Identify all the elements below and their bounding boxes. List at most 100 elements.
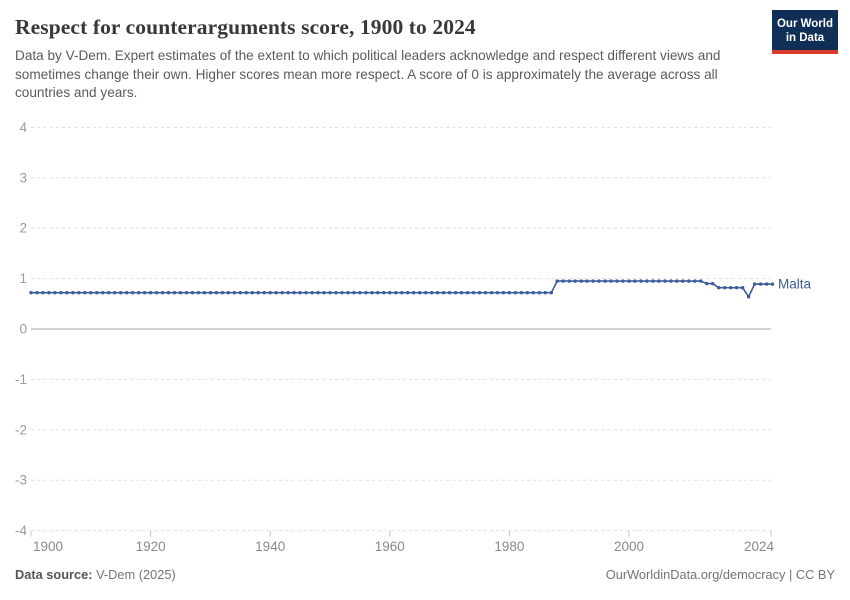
data-point[interactable] [531,291,535,295]
data-point[interactable] [687,279,691,283]
data-point[interactable] [764,282,769,286]
data-point[interactable] [172,291,177,295]
data-point[interactable] [729,286,733,290]
data-point[interactable] [107,291,111,295]
data-point[interactable] [29,291,33,295]
data-point[interactable] [746,295,751,299]
data-point[interactable] [244,291,248,295]
data-point[interactable] [615,279,619,283]
data-point[interactable] [693,279,697,283]
data-point[interactable] [412,291,416,295]
data-point[interactable] [681,279,685,283]
data-point[interactable] [645,279,649,283]
data-point[interactable] [262,291,266,295]
data-point[interactable] [89,291,93,295]
data-point[interactable] [184,291,189,295]
data-point[interactable] [220,291,225,295]
credit-link[interactable]: OurWorldinData.org/democracy | CC BY [605,567,835,582]
data-point[interactable] [501,291,506,295]
data-point[interactable] [136,291,141,295]
data-point[interactable] [633,279,637,283]
data-point[interactable] [292,291,296,295]
data-point[interactable] [250,291,254,295]
data-point[interactable] [226,291,230,295]
data-point[interactable] [101,291,105,295]
data-point[interactable] [663,279,667,283]
data-point[interactable] [471,291,476,295]
data-point[interactable] [166,291,171,295]
data-point[interactable] [232,291,236,295]
data-point[interactable] [573,279,577,283]
data-point[interactable] [717,286,721,290]
data-point[interactable] [190,291,195,295]
data-point[interactable] [364,291,368,295]
data-point[interactable] [657,279,661,283]
data-point[interactable] [53,291,57,295]
data-point[interactable] [585,279,589,283]
data-point[interactable] [382,291,386,295]
data-point[interactable] [495,291,500,295]
data-point[interactable] [519,291,524,295]
data-point[interactable] [770,282,775,286]
data-point[interactable] [352,291,356,295]
data-point[interactable] [178,291,183,295]
data-point[interactable] [447,291,452,295]
data-point[interactable] [77,291,81,295]
data-point[interactable] [328,291,332,295]
data-point[interactable] [549,291,553,295]
data-point[interactable] [591,279,595,283]
data-point[interactable] [609,279,613,283]
data-point[interactable] [59,291,63,295]
data-point[interactable] [537,291,541,295]
data-point[interactable] [238,291,242,295]
data-point[interactable] [711,281,715,286]
data-point[interactable] [214,291,219,295]
data-point[interactable] [322,291,326,295]
data-point[interactable] [567,279,571,283]
data-point[interactable] [142,291,147,295]
data-point[interactable] [346,291,350,295]
data-point[interactable] [740,286,745,290]
data-point[interactable] [280,291,284,295]
data-point[interactable] [513,291,518,295]
data-point[interactable] [316,291,320,295]
data-point[interactable] [298,291,302,295]
data-point[interactable] [621,279,625,283]
data-point[interactable] [465,291,470,295]
data-point[interactable] [669,279,673,283]
data-point[interactable] [388,291,392,295]
data-point[interactable] [286,291,290,295]
data-point[interactable] [154,291,159,295]
data-point[interactable] [400,291,404,295]
data-point[interactable] [525,291,529,295]
data-point[interactable] [370,291,374,295]
data-point[interactable] [430,291,434,295]
data-point[interactable] [579,279,583,283]
data-point[interactable] [752,282,757,286]
data-point[interactable] [131,291,135,295]
data-point[interactable] [340,291,344,295]
data-point[interactable] [489,291,494,295]
data-point[interactable] [561,279,565,283]
data-point[interactable] [304,291,308,295]
data-point[interactable] [268,291,272,295]
data-point[interactable] [208,291,213,295]
data-point[interactable] [477,291,482,295]
data-point[interactable] [483,291,488,295]
data-point[interactable] [699,279,703,283]
data-point[interactable] [453,291,458,295]
data-point[interactable] [639,279,643,283]
data-point[interactable] [196,291,201,295]
data-point[interactable] [734,286,739,290]
data-point[interactable] [125,291,129,295]
data-point[interactable] [160,291,165,295]
data-point[interactable] [406,291,410,295]
data-point[interactable] [113,291,117,295]
data-point[interactable] [394,291,398,295]
owid-logo[interactable]: Our World in Data [772,10,838,54]
data-point[interactable] [418,291,422,295]
data-point[interactable] [723,286,727,290]
series-label[interactable]: Malta [778,277,812,292]
data-point[interactable] [358,291,362,295]
